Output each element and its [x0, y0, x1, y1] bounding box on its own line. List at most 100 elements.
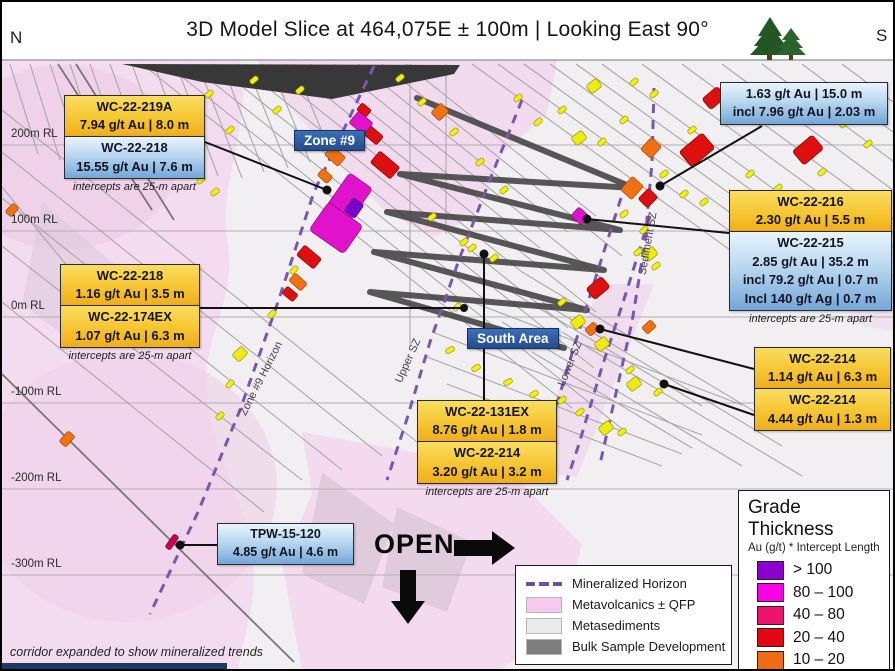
legend-label: Bulk Sample Development	[572, 639, 726, 654]
callout-box: WC-22-131EX 8.76 g/t Au | 1.8 m	[417, 400, 557, 443]
color-swatch	[526, 617, 562, 634]
callout-wc22219a-wc22218: WC-22-219A 7.94 g/t Au | 8.0 m WC-22-218…	[64, 95, 205, 193]
callout-box: WC-22-214 4.44 g/t Au | 1.3 m	[754, 388, 891, 432]
callout-163gt: 1.63 g/t Au | 15.0 m incl 7.96 g/t Au | …	[720, 82, 888, 125]
intercept-value: 1.63 g/t Au | 15.0 m	[745, 86, 863, 101]
dashed-line-swatch	[526, 581, 562, 586]
grade-range-label: 40 – 80	[793, 606, 845, 624]
intercept-value: 4.85 g/t Au | 4.6 m	[232, 544, 339, 559]
legend-label: Mineralized Horizon	[572, 576, 687, 591]
zone9-chip: Zone #9	[294, 130, 366, 151]
legend-label: Metavolcanics ± QFP	[572, 597, 696, 612]
intercept-note: intercepts are 25-m apart	[73, 181, 196, 194]
open-down-arrow-icon	[391, 570, 425, 624]
markers-red	[282, 87, 823, 302]
callout-box: WC-22-218 1.16 g/t Au | 3.5 m	[60, 264, 200, 307]
hole-id: WC-22-214	[453, 445, 521, 461]
callout-box: WC-22-214 3.20 g/t Au | 3.2 m	[417, 441, 557, 485]
trees-icon	[750, 17, 806, 60]
intercept-value: 4.44 g/t Au | 1.3 m	[767, 410, 878, 426]
hole-id: WC-22-219A	[96, 99, 173, 114]
intercept-value: 15.55 g/t Au | 7.6 m	[76, 158, 193, 174]
grade-range-label: 20 – 40	[793, 628, 845, 646]
south-label: S	[876, 26, 888, 45]
south-area-chip: South Area	[467, 328, 559, 349]
lower-sz-line-a	[533, 197, 623, 473]
markers-magenta	[310, 111, 589, 253]
hole-id: WC-22-131EX	[445, 404, 529, 419]
intercept-value: 8.76 g/t Au | 1.8 m	[432, 422, 542, 438]
bottom-strip	[2, 663, 227, 669]
bulk-sample-development	[122, 64, 637, 351]
color-swatch	[757, 605, 784, 625]
grade-item: > 100	[757, 559, 880, 582]
callout-box: 1.63 g/t Au | 15.0 m incl 7.96 g/t Au | …	[720, 82, 888, 125]
page-title: 3D Model Slice at 464,075E ± 100m | Look…	[186, 18, 709, 41]
callout-wc22131ex-wc22214: WC-22-131EX 8.76 g/t Au | 1.8 m WC-22-21…	[417, 400, 557, 498]
lithology-legend: Mineralized Horizon Metavolcanics ± QFP …	[515, 565, 732, 665]
elevation-label-200: 200m RL	[11, 128, 58, 140]
callout-box: TPW-15-120 4.85 g/t Au | 4.6 m	[217, 523, 354, 565]
callout-box: WC-22-215 2.85 g/t Au | 35.2 m incl 79.2…	[729, 231, 892, 312]
legend-item-mineralized-horizon: Mineralized Horizon	[526, 573, 721, 594]
hole-id: WC-22-215	[777, 235, 844, 251]
intercept-note: intercepts are 25-m apart	[68, 350, 192, 363]
elevation-label-neg100: -100m RL	[11, 386, 62, 398]
grade-item: 10 – 20	[757, 649, 880, 669]
callout-box: WC-22-218 15.55 g/t Au | 7.6 m	[64, 136, 205, 180]
grade-legend-title: Grade Thickness	[748, 497, 834, 540]
intercept-value: 1.16 g/t Au | 3.5 m	[75, 286, 185, 302]
hole-id: WC-22-216	[777, 194, 844, 209]
intercept-markers	[5, 73, 873, 550]
markers-yellow-large	[232, 78, 658, 436]
color-swatch	[526, 638, 562, 655]
open-arrows	[391, 531, 515, 624]
open-right-arrow-icon	[454, 531, 515, 565]
lower-sz-line-b	[565, 215, 652, 481]
grade-legend-subtitle: Au (g/t) * Intercept Length	[748, 542, 880, 554]
callout-box: WC-22-214 1.14 g/t Au | 6.3 m	[754, 347, 891, 390]
grade-range-label: > 100	[793, 561, 833, 579]
intercept-value: incl 7.96 g/t Au | 2.03 m	[732, 104, 876, 120]
grade-range-label: 10 – 20	[793, 651, 845, 669]
color-swatch	[757, 560, 784, 580]
legend-item-bulk-sample: Bulk Sample Development	[526, 636, 725, 657]
markers-orange	[5, 103, 662, 447]
color-swatch	[526, 596, 562, 613]
intercept-value: 2.30 g/t Au | 5.5 m	[755, 212, 866, 228]
color-swatch	[757, 628, 784, 648]
upper-sz-line	[385, 99, 524, 481]
hole-id: WC-22-218	[96, 268, 164, 283]
legend-item-metasediments: Metasediments	[526, 615, 721, 636]
callout-wc22214-pair: WC-22-214 1.14 g/t Au | 6.3 m WC-22-214 …	[754, 347, 891, 432]
intercept-value: incl 79.2 g/t Au | 0.7 m	[742, 272, 879, 288]
intercept-value: 1.14 g/t Au | 6.3 m	[767, 369, 878, 385]
grade-item: 20 – 40	[757, 627, 880, 650]
open-label: OPEN	[374, 529, 455, 559]
grade-item: 40 – 80	[757, 604, 880, 627]
callout-box: WC-22-219A 7.94 g/t Au | 8.0 m	[64, 95, 205, 138]
hole-id: TPW-15-120	[250, 527, 321, 541]
intercept-value: 2.85 g/t Au | 35.2 m	[752, 253, 869, 269]
grade-item: 80 – 100	[757, 582, 880, 605]
intercept-note: intercepts are 25-m apart	[749, 313, 872, 326]
intercept-value: 1.07 g/t Au | 6.3 m	[75, 327, 185, 343]
callout-leaders	[175, 125, 763, 550]
intercept-value: Incl 140 g/t Ag | 0.7 m	[744, 290, 877, 306]
marker-crimson-tpw	[165, 534, 179, 550]
elevation-label-0: 0m RL	[11, 300, 45, 312]
hole-id: WC-22-218	[101, 140, 168, 156]
callout-box: WC-22-216 2.30 g/t Au | 5.5 m	[729, 190, 892, 233]
color-swatch	[757, 650, 784, 669]
intercept-value: 3.20 g/t Au | 3.2 m	[432, 463, 542, 479]
sediment-sz-line	[598, 87, 656, 465]
intercept-value: 7.94 g/t Au | 8.0 m	[79, 117, 190, 133]
callout-wc22218-wc22174ex: WC-22-218 1.16 g/t Au | 3.5 m WC-22-174E…	[60, 264, 200, 362]
marker-purple	[344, 198, 364, 218]
callout-wc22216-wc22215: WC-22-216 2.30 g/t Au | 5.5 m WC-22-215 …	[729, 190, 892, 325]
elevation-label-neg300: -300m RL	[11, 558, 62, 570]
elevation-label-100: 100m RL	[11, 214, 58, 226]
grade-range-label: 80 – 100	[793, 583, 854, 601]
grade-thickness-legend: Grade Thickness Au (g/t) * Intercept Len…	[738, 490, 890, 669]
